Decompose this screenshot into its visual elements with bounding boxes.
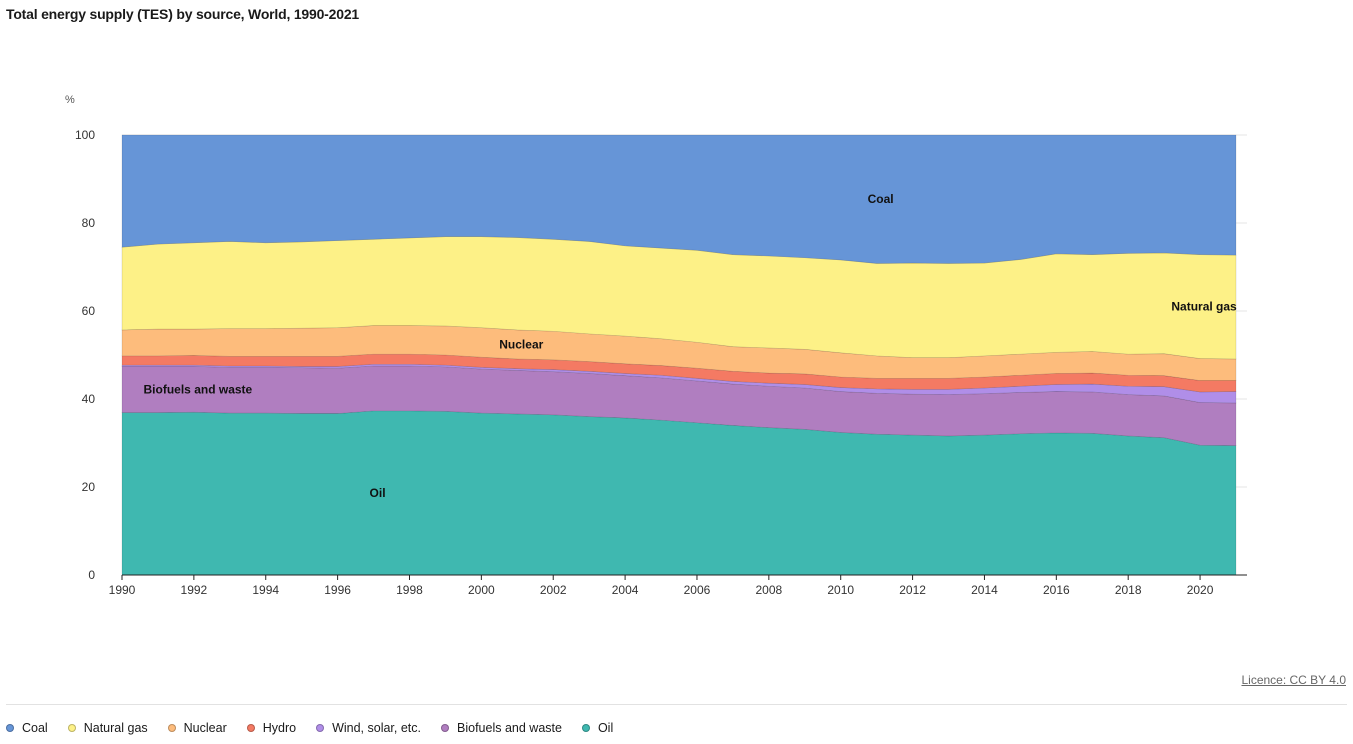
legend-item-nuclear[interactable]: Nuclear	[167, 721, 227, 735]
y-tick-label-100: 100	[75, 128, 95, 142]
legend-item-wind-solar-etc[interactable]: Wind, solar, etc.	[316, 721, 421, 735]
axes: 0 20 40 60 80 100 1990 1992 1994 1996 1998 2000 2002…	[75, 128, 1247, 597]
legend-item-biofuels-and-waste[interactable]: Biofuels and waste	[441, 721, 562, 735]
y-tick-label-0: 0	[88, 568, 95, 582]
y-axis-unit-label: %	[65, 94, 75, 106]
x-tick-label-1992: 1992	[181, 583, 208, 597]
legend-label: Biofuels and waste	[457, 721, 562, 735]
legend-label: Natural gas	[83, 721, 148, 735]
legend-item-natural-gas[interactable]: Natural gas	[67, 721, 148, 735]
x-tick-label-2020: 2020	[1187, 583, 1214, 597]
area-series-group	[121, 134, 1237, 576]
legend-item-hydro[interactable]: Hydro	[246, 721, 297, 735]
licence-link[interactable]: Licence: CC BY 4.0	[1241, 673, 1346, 687]
y-tick-label-20: 20	[82, 480, 96, 494]
area-label-oil: Oil	[370, 486, 386, 500]
x-tick-label-1996: 1996	[324, 583, 351, 597]
x-tick-label-1994: 1994	[252, 583, 279, 597]
legend-color-dot	[246, 724, 255, 732]
chart-legend: Coal Natural gas Nuclear Hydro Wind, solar, …	[6, 721, 633, 735]
x-tick-label-2006: 2006	[684, 583, 711, 597]
y-tick-label-40: 40	[82, 392, 96, 406]
x-tick-label-2018: 2018	[1115, 583, 1142, 597]
legend-color-dot	[581, 724, 590, 732]
legend-color-dot	[67, 724, 76, 732]
legend-color-dot	[6, 724, 14, 732]
chart-title: Total energy supply (TES) by source, Wor…	[6, 6, 359, 22]
legend-color-dot	[316, 724, 325, 732]
x-tick-label-2014: 2014	[971, 583, 998, 597]
x-tick-label-2004: 2004	[612, 583, 639, 597]
area-coal	[121, 134, 1237, 264]
y-tick-label-80: 80	[82, 216, 96, 230]
x-tick-label-1990: 1990	[109, 583, 136, 597]
legend-color-dot	[441, 724, 450, 732]
stacked-area-chart: 0 20 40 60 80 100 1990 1992 1994 1996 1998 2000 2002…	[75, 128, 1247, 597]
legend-label: Wind, solar, etc.	[332, 721, 422, 735]
legend-color-dot	[167, 724, 176, 732]
legend-label: Nuclear	[183, 721, 227, 735]
legend-label: Oil	[597, 721, 614, 735]
x-tick-label-2012: 2012	[899, 583, 926, 597]
x-tick-label-1998: 1998	[396, 583, 423, 597]
legend-label: Coal	[22, 721, 48, 735]
x-tick-label-2010: 2010	[827, 583, 854, 597]
x-tick-label-2000: 2000	[468, 583, 495, 597]
area-label-nuclear: Nuclear	[499, 337, 543, 351]
legend-item-coal[interactable]: Coal	[6, 721, 48, 735]
x-tick-label-2002: 2002	[540, 583, 567, 597]
area-labels: Coal Natural gas Nuclear Biofuels and waste…	[144, 192, 1238, 500]
area-label-natural-gas: Natural gas	[1171, 300, 1237, 314]
legend-label: Hydro	[262, 721, 297, 735]
legend-divider	[6, 704, 1347, 705]
area-label-biofuels-and-waste: Biofuels and waste	[144, 382, 253, 396]
legend-item-oil[interactable]: Oil	[581, 721, 614, 735]
x-tick-label-2016: 2016	[1043, 583, 1070, 597]
y-tick-label-60: 60	[82, 304, 96, 318]
area-oil	[121, 410, 1237, 576]
area-label-coal: Coal	[868, 192, 894, 206]
x-tick-label-2008: 2008	[755, 583, 782, 597]
